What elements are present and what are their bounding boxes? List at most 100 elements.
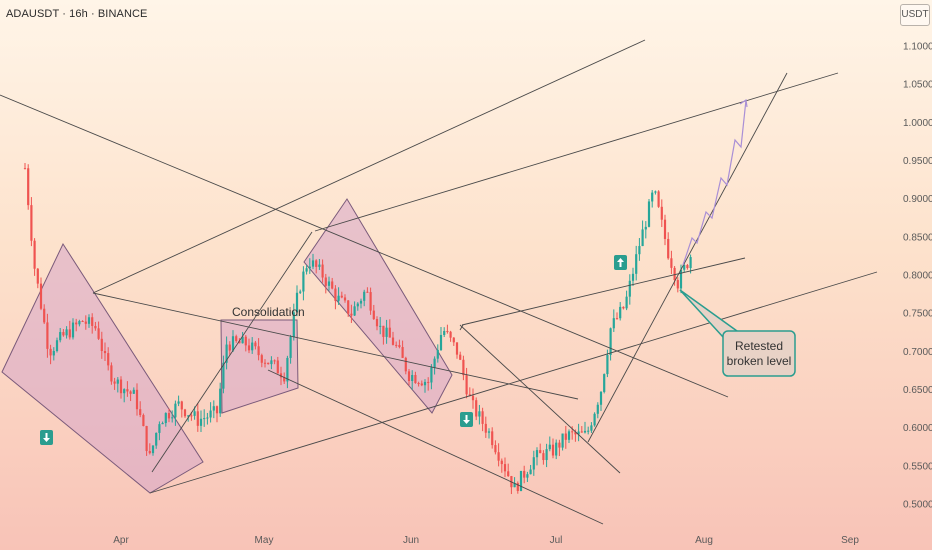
candle-body — [631, 273, 635, 281]
candle-body — [263, 362, 267, 364]
candle — [449, 330, 452, 342]
candle-body — [542, 453, 545, 461]
candle-body — [206, 417, 209, 419]
candle — [631, 267, 635, 287]
candle — [471, 388, 475, 409]
candle — [302, 266, 305, 301]
candle-body — [583, 430, 587, 433]
candle — [167, 408, 171, 423]
candle-body — [148, 451, 151, 454]
sell-signal-2 — [460, 412, 473, 427]
candle — [590, 422, 593, 433]
trend-line-7 — [461, 257, 746, 326]
candle-body — [388, 327, 391, 338]
candle — [430, 364, 433, 390]
candle — [446, 324, 449, 334]
candle-body — [103, 351, 107, 354]
candle-body — [622, 306, 625, 309]
candle — [251, 337, 254, 354]
candle — [420, 380, 423, 387]
candle-body — [353, 306, 356, 316]
candle-body — [398, 345, 401, 348]
callout-box — [722, 330, 796, 377]
candle — [43, 304, 46, 325]
candle — [564, 425, 567, 449]
candle-body — [174, 403, 177, 418]
candle — [523, 465, 526, 484]
candle-body — [638, 246, 641, 255]
candle — [529, 464, 532, 475]
candle — [407, 368, 411, 386]
arrow-up-icon — [617, 258, 624, 262]
candle-body — [612, 318, 615, 329]
candle-body — [491, 431, 494, 446]
candle-body — [391, 337, 395, 345]
candle-body — [107, 353, 110, 366]
trend-line-6 — [314, 72, 839, 232]
candle-body — [27, 168, 30, 206]
candle-body — [139, 409, 142, 416]
candle — [27, 164, 30, 210]
y-tick-label: 0.7000 — [903, 347, 932, 358]
candle — [439, 327, 443, 351]
candle — [404, 356, 407, 375]
y-tick-label: 0.8500 — [903, 232, 932, 243]
x-tick-label: Sep — [841, 535, 859, 546]
candle — [363, 289, 366, 307]
candle — [500, 458, 503, 473]
candle — [263, 359, 267, 368]
candle — [651, 190, 654, 208]
pattern-zone-3 — [303, 198, 453, 414]
y-tick-label: 1.0000 — [903, 118, 932, 129]
candle — [183, 408, 187, 418]
candle — [334, 285, 337, 310]
candle-body — [327, 281, 331, 286]
candle-body — [689, 257, 692, 269]
candle — [295, 285, 299, 317]
candle-body — [30, 205, 33, 241]
candle-body — [155, 432, 158, 446]
candle-body — [36, 268, 39, 284]
candle — [455, 342, 459, 359]
candle — [110, 362, 113, 385]
candle-body — [657, 191, 660, 207]
candle — [119, 376, 123, 399]
candle-body — [484, 423, 487, 433]
candle-body — [596, 404, 599, 414]
candle-body — [311, 260, 315, 267]
x-tick-label: Apr — [113, 535, 129, 546]
candle-body — [52, 350, 55, 356]
candle — [145, 425, 148, 456]
candle — [654, 190, 657, 195]
y-tick-label: 0.5500 — [903, 461, 932, 472]
candle — [366, 287, 369, 293]
currency-unit-button[interactable]: USDT — [900, 4, 930, 26]
candle — [327, 276, 331, 291]
candle-body — [283, 377, 286, 382]
candle — [619, 302, 622, 321]
candle-body — [113, 381, 116, 384]
candle-body — [225, 344, 228, 363]
candle-body — [526, 474, 529, 478]
candle — [615, 312, 619, 320]
candle — [126, 381, 129, 397]
x-tick-label: Jun — [403, 535, 419, 546]
candle-body — [110, 365, 113, 382]
candle-body — [475, 400, 478, 417]
candle-body — [62, 332, 65, 336]
candle — [97, 321, 100, 341]
chart-title: ADAUSDT · 16h · BINANCE — [6, 8, 148, 20]
y-tick-label: 0.6000 — [903, 423, 932, 434]
candle-body — [667, 238, 670, 259]
candle — [532, 450, 535, 476]
candle-body — [212, 406, 215, 411]
candle — [359, 298, 363, 309]
candle-body — [519, 470, 523, 492]
candle-body — [385, 327, 388, 337]
y-tick-label: 0.5000 — [903, 500, 932, 511]
candle-body — [97, 328, 100, 339]
candle — [622, 306, 625, 310]
candle-body — [670, 258, 673, 268]
candle — [452, 337, 455, 346]
